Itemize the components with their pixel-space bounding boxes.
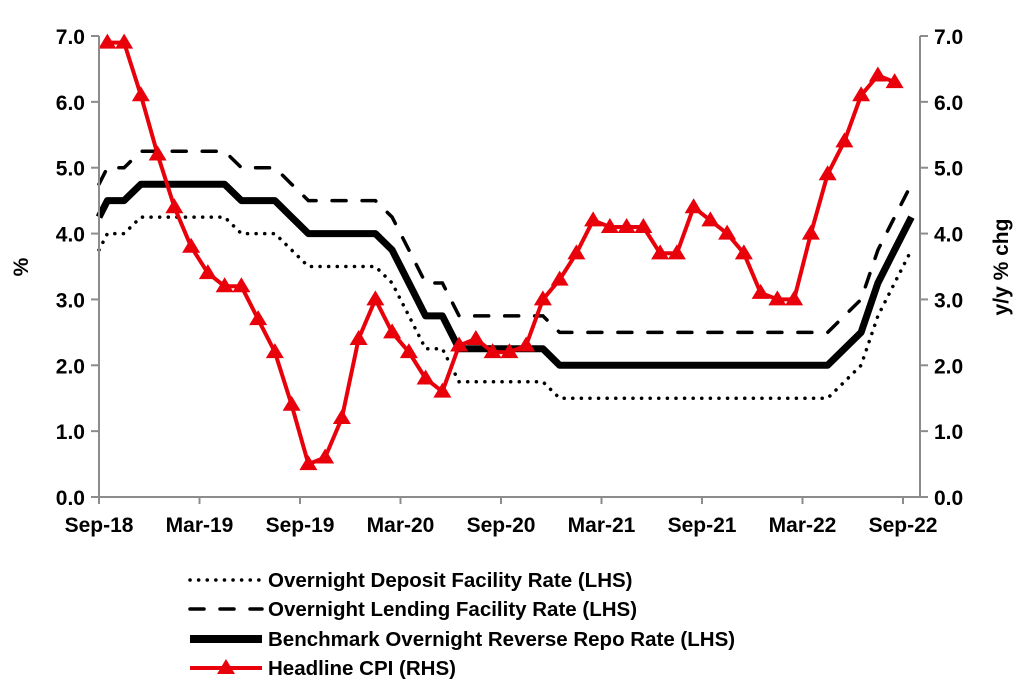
cpi-data-point <box>852 86 871 102</box>
left-y-tick-label: 7.0 <box>56 26 85 49</box>
cpi-data-point <box>399 343 418 359</box>
left-y-tick-label: 2.0 <box>56 355 85 378</box>
left-axis-title: % <box>10 257 33 276</box>
cpi-data-point <box>366 290 385 306</box>
cpi-data-point <box>265 343 284 359</box>
cpi-data-point <box>667 244 686 260</box>
cpi-data-point <box>500 343 519 359</box>
right-axis-title: y/y % chg <box>990 219 1013 316</box>
left-y-tick-label: 3.0 <box>56 289 85 312</box>
cpi-data-point <box>835 132 854 148</box>
cpi-data-point <box>332 408 351 424</box>
cpi-data-point <box>198 264 217 280</box>
cpi-data-point <box>131 86 150 102</box>
legend-label: Benchmark Overnight Reverse Repo Rate (L… <box>268 628 735 651</box>
right-y-tick-label: 7.0 <box>934 26 963 49</box>
cpi-data-point <box>868 66 887 82</box>
legend-label: Overnight Lending Facility Rate (LHS) <box>268 598 637 621</box>
cpi-data-point <box>98 33 117 49</box>
right-y-tick-label: 1.0 <box>934 421 963 444</box>
left-y-tick-label: 1.0 <box>56 421 85 444</box>
left-y-axis-ticks: 0.0 1.0 2.0 3.0 4.0 5.0 6.0 7.0 <box>56 26 99 510</box>
cpi-data-point <box>215 277 234 293</box>
cpi-data-point <box>115 33 134 49</box>
right-y-tick-label: 2.0 <box>934 355 963 378</box>
cpi-data-point <box>567 244 586 260</box>
cpi-data-point <box>751 283 770 299</box>
cpi-data-point <box>349 329 368 345</box>
cpi-data-point <box>684 198 703 214</box>
x-tick-label: Mar-22 <box>769 514 837 537</box>
right-y-tick-label: 4.0 <box>934 224 963 247</box>
cpi-data-point <box>600 217 619 233</box>
cpi-data-point <box>383 323 402 339</box>
cpi-data-point <box>148 145 167 161</box>
cpi-data-point <box>550 270 569 286</box>
cpi-data-point <box>517 336 536 352</box>
cpi-data-point <box>466 329 485 345</box>
cpi-data-point <box>165 198 184 214</box>
headline-cpi-line <box>107 40 896 467</box>
cpi-data-point <box>316 448 335 464</box>
left-y-tick-label: 6.0 <box>56 92 85 115</box>
x-tick-label: Sep-22 <box>869 514 938 537</box>
cpi-data-point <box>182 237 201 253</box>
left-y-tick-label: 4.0 <box>56 224 85 247</box>
cpi-data-point <box>617 217 636 233</box>
x-tick-label: Mar-21 <box>568 514 636 537</box>
left-y-tick-label: 0.0 <box>56 487 85 510</box>
cpi-data-point <box>885 73 904 89</box>
right-y-tick-label: 5.0 <box>934 158 963 181</box>
cpi-data-point <box>718 224 737 240</box>
left-y-tick-label: 5.0 <box>56 158 85 181</box>
cpi-data-point <box>299 455 318 471</box>
cpi-data-point <box>416 369 435 385</box>
plot-area <box>95 33 915 471</box>
cpi-data-point <box>282 395 301 411</box>
cpi-data-point <box>232 277 251 293</box>
overnight-deposit-facility-rate-line <box>97 215 914 400</box>
axes <box>98 36 921 498</box>
right-y-tick-label: 6.0 <box>934 92 963 115</box>
cpi-data-point <box>483 343 502 359</box>
benchmark-overnight-reverse-repo-rate-line <box>95 180 915 369</box>
legend-marker-triangle <box>217 659 235 674</box>
cpi-data-point <box>801 224 820 240</box>
x-tick-label: Sep-20 <box>467 514 536 537</box>
x-axis-ticks: Sep-18 Mar-19 Sep-19 Mar-20 Sep-20 Mar-21 Sep-… <box>65 497 938 537</box>
right-y-axis-ticks: 0.0 1.0 2.0 3.0 4.0 5.0 6.0 7.0 <box>920 26 963 510</box>
x-tick-label: Mar-20 <box>367 514 435 537</box>
x-tick-label: Sep-19 <box>266 514 335 537</box>
cpi-data-point <box>249 310 268 326</box>
cpi-data-point <box>533 290 552 306</box>
cpi-data-point <box>584 211 603 227</box>
cpi-data-point <box>701 211 720 227</box>
cpi-data-point <box>634 217 653 233</box>
x-tick-label: Mar-19 <box>166 514 234 537</box>
cpi-data-point <box>734 244 753 260</box>
cpi-data-point <box>651 244 670 260</box>
x-tick-label: Sep-21 <box>668 514 737 537</box>
x-tick-label: Sep-18 <box>65 514 134 537</box>
cpi-data-point <box>433 382 452 398</box>
right-y-tick-label: 3.0 <box>934 289 963 312</box>
legend-label: Overnight Deposit Facility Rate (LHS) <box>268 569 633 592</box>
cpi-data-point <box>818 165 837 181</box>
cpi-data-point <box>785 290 804 306</box>
overnight-lending-facility-rate-line <box>97 149 914 335</box>
legend: Overnight Deposit Facility Rate (LHS) Ove… <box>188 569 735 680</box>
cpi-data-point <box>450 336 469 352</box>
cpi-data-point <box>768 290 787 306</box>
right-y-tick-label: 0.0 <box>934 487 963 510</box>
legend-label: Headline CPI (RHS) <box>268 657 456 680</box>
